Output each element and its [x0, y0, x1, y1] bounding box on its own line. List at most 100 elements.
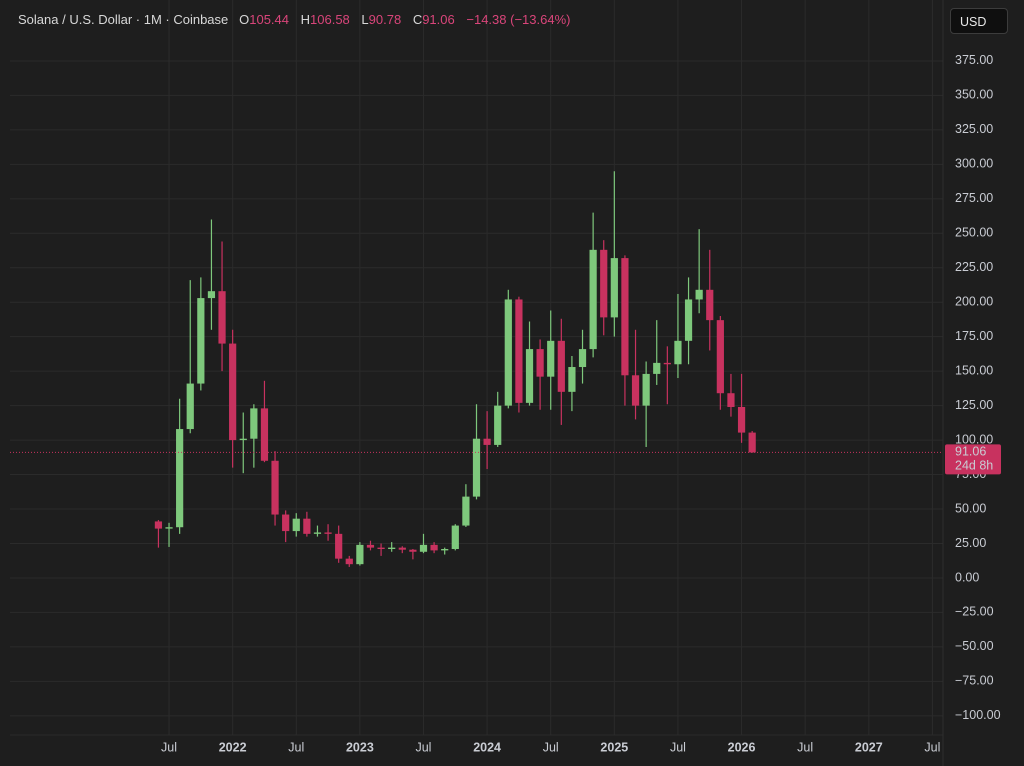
candle-body — [536, 349, 544, 377]
candle-body — [631, 375, 640, 406]
x-tick-label: 2025 — [600, 740, 628, 754]
x-tick-label: Jul — [543, 740, 559, 754]
candle-body — [218, 291, 226, 344]
price-label-box — [945, 444, 1001, 475]
price-label: 91.06 — [955, 445, 986, 459]
candle-body — [684, 299, 693, 341]
candle-body — [472, 438, 481, 497]
x-tick-label: Jul — [161, 740, 177, 754]
x-tick-label: Jul — [670, 740, 686, 754]
y-tick-label: 0.00 — [955, 570, 979, 584]
candle-body — [727, 393, 735, 408]
candle-body — [504, 299, 512, 406]
candle-body — [409, 549, 417, 552]
x-tick-label: Jul — [924, 740, 940, 754]
y-tick-label: −75.00 — [955, 674, 994, 688]
candle-body — [568, 367, 576, 392]
x-tick-label: Jul — [288, 740, 304, 754]
legend-key: L — [361, 12, 369, 27]
y-tick-label: −25.00 — [955, 605, 994, 619]
candle-body — [271, 460, 279, 515]
y-tick-label: 350.00 — [955, 88, 993, 102]
candle-body — [313, 532, 322, 534]
candle-body — [239, 438, 247, 441]
candle-body — [737, 407, 746, 433]
candle-body — [610, 258, 618, 318]
candle-body — [388, 547, 396, 550]
candle-body — [525, 349, 534, 403]
candle-body — [356, 544, 364, 565]
candle-body — [176, 429, 184, 528]
candle-body — [282, 514, 290, 532]
y-tick-label: 275.00 — [955, 191, 993, 205]
legend-key: O — [239, 12, 250, 27]
currency-button[interactable]: USD — [950, 8, 1008, 34]
candle-body — [674, 340, 682, 365]
legend-value: 91.06 — [422, 12, 455, 27]
x-tick-label: 2026 — [728, 740, 756, 754]
candle-body — [600, 249, 608, 318]
candle-body — [324, 532, 332, 534]
legend-value: 90.78 — [368, 12, 402, 27]
y-tick-label: −100.00 — [955, 708, 1001, 722]
candle-body — [303, 518, 311, 534]
candle-body — [441, 549, 449, 551]
candle-body — [292, 518, 300, 532]
candle-body — [557, 340, 565, 392]
candle-body — [335, 533, 343, 559]
legend: Solana / U.S. Dollar · 1M · Coinbase O10… — [18, 12, 578, 27]
candle-body — [345, 558, 353, 565]
candle-body — [154, 521, 163, 529]
candle-body — [578, 349, 587, 368]
candle-body — [716, 320, 724, 394]
x-tick-label: 2023 — [346, 740, 374, 754]
candle-body — [483, 438, 491, 445]
y-tick-label: 225.00 — [955, 260, 993, 274]
y-tick-label: 150.00 — [955, 363, 993, 377]
candle-body — [547, 340, 555, 377]
candle-body — [589, 249, 597, 350]
candle-body — [642, 373, 650, 406]
x-tick-label: Jul — [797, 740, 813, 754]
candle-body — [494, 405, 502, 445]
legend-key: C — [412, 12, 423, 27]
candle-body — [186, 383, 194, 430]
candle-body — [748, 432, 756, 453]
candle-body — [663, 362, 671, 365]
x-tick-label: 2022 — [219, 740, 247, 754]
bar-countdown: 24d 8h — [955, 459, 993, 473]
legend-value: 105.44 — [249, 12, 289, 27]
symbol-title: Solana / U.S. Dollar · 1M · Coinbase — [18, 12, 229, 27]
candle-body — [398, 547, 406, 550]
y-tick-label: 25.00 — [955, 536, 986, 550]
candle-body — [621, 258, 629, 376]
y-tick-label: 125.00 — [955, 398, 993, 412]
y-tick-label: 100.00 — [955, 432, 993, 446]
x-tick-label: 2027 — [855, 740, 883, 754]
y-tick-label: 300.00 — [955, 157, 993, 171]
candle-body — [451, 525, 459, 550]
candle-body — [229, 343, 237, 441]
candle-body — [197, 298, 205, 384]
candle-body — [377, 547, 385, 550]
candle-body — [207, 291, 216, 299]
candle-body — [250, 408, 258, 439]
y-tick-label: 200.00 — [955, 295, 993, 309]
candle-body — [706, 289, 714, 321]
y-tick-label: 250.00 — [955, 226, 993, 240]
candle-body — [260, 408, 269, 461]
y-tick-label: 375.00 — [955, 53, 993, 67]
candle-body — [515, 299, 523, 403]
y-tick-label: 325.00 — [955, 122, 993, 136]
y-tick-label: 50.00 — [955, 501, 986, 515]
legend-change: −14.38 (−13.64%) — [466, 12, 571, 27]
candle-body — [165, 527, 173, 529]
candle-body — [462, 496, 470, 526]
x-tick-label: Jul — [415, 740, 431, 754]
x-tick-label: 2024 — [473, 740, 501, 754]
legend-value: 106.58 — [310, 12, 350, 27]
candle-body — [366, 544, 375, 548]
candle-body — [419, 544, 428, 552]
